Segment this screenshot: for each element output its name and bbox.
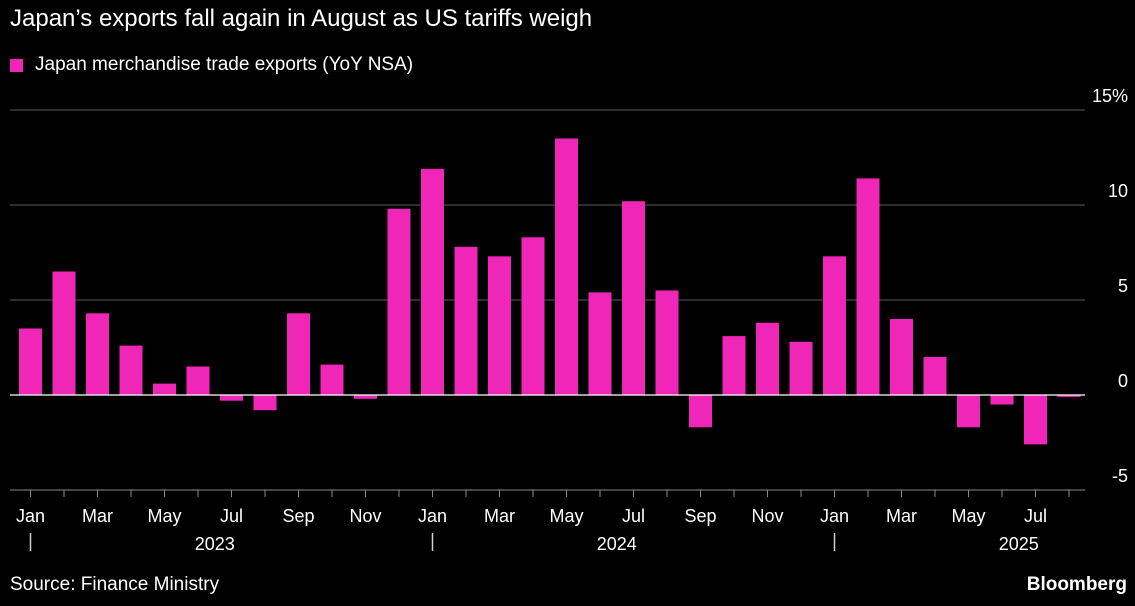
bar xyxy=(689,395,712,428)
bar xyxy=(555,138,578,395)
y-tick-label: -5 xyxy=(1112,466,1128,486)
x-tick-label: Jul xyxy=(1024,506,1047,526)
y-tick-label: 0 xyxy=(1118,371,1128,391)
bar xyxy=(19,328,42,395)
year-label: 2023 xyxy=(195,534,235,554)
bar xyxy=(890,319,913,395)
bar xyxy=(253,395,277,411)
year-label: 2025 xyxy=(999,534,1039,554)
x-tick-label: Jan xyxy=(16,506,45,526)
bar xyxy=(655,290,679,395)
y-tick-label: 15% xyxy=(1092,86,1128,106)
bar xyxy=(220,395,243,401)
legend-swatch xyxy=(10,58,23,72)
bar xyxy=(856,178,880,395)
bar xyxy=(622,201,645,395)
x-tick-label: May xyxy=(951,506,985,526)
y-tick-label: 10 xyxy=(1108,181,1128,201)
x-tick-label: May xyxy=(147,506,181,526)
bar xyxy=(923,357,947,395)
x-tick-label: Mar xyxy=(484,506,515,526)
bar xyxy=(354,395,377,399)
bar xyxy=(153,383,176,395)
bar xyxy=(119,345,143,395)
x-tick-label: Jul xyxy=(220,506,243,526)
bar xyxy=(521,237,545,395)
y-tick-label: 5 xyxy=(1118,276,1128,296)
x-tick-label: Jan xyxy=(418,506,447,526)
x-tick-label: Jan xyxy=(820,506,849,526)
bar xyxy=(990,395,1014,405)
x-tick-label: Sep xyxy=(282,506,314,526)
bar xyxy=(454,246,478,395)
bar xyxy=(1024,395,1047,445)
legend: Japan merchandise trade exports (YoY NSA… xyxy=(10,54,413,76)
x-tick-label: Nov xyxy=(349,506,381,526)
x-tick-label: May xyxy=(549,506,583,526)
source-note: Source: Finance Ministry xyxy=(10,574,220,595)
bar xyxy=(588,292,612,395)
bar xyxy=(320,364,344,395)
year-label: 2024 xyxy=(597,534,637,554)
x-tick-label: Mar xyxy=(886,506,917,526)
bar xyxy=(756,322,779,395)
bar xyxy=(722,336,746,395)
bar xyxy=(186,366,210,395)
bar xyxy=(421,168,444,395)
x-tick-label: Jul xyxy=(622,506,645,526)
bar xyxy=(488,256,511,395)
bar xyxy=(86,313,109,395)
bar xyxy=(287,313,310,395)
chart-title: Japan’s exports fall again in August as … xyxy=(10,5,593,32)
x-tick-label: Nov xyxy=(751,506,783,526)
legend-label: Japan merchandise trade exports (YoY NSA… xyxy=(35,54,414,75)
bar xyxy=(52,271,76,395)
bar xyxy=(789,341,813,395)
bar xyxy=(1057,395,1081,397)
x-tick-label: Mar xyxy=(82,506,113,526)
brand-logo: Bloomberg xyxy=(1026,574,1127,595)
bar xyxy=(387,208,411,395)
x-tick-label: Sep xyxy=(684,506,716,526)
bar xyxy=(957,395,980,428)
bar xyxy=(823,256,846,395)
